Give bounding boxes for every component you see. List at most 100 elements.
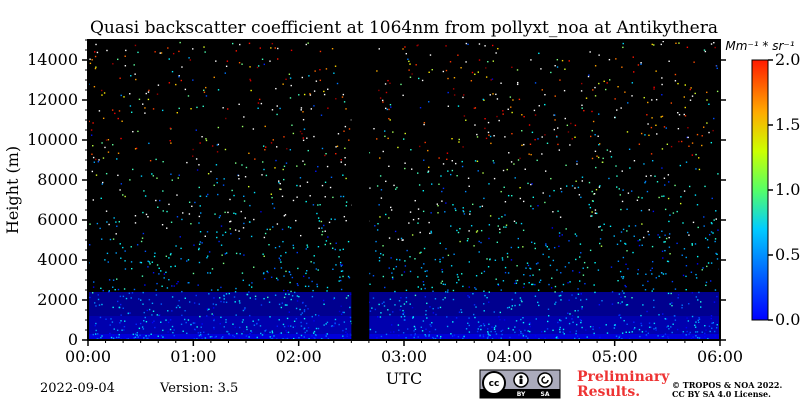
speckle-point [529, 143, 532, 145]
speckle-point [390, 257, 392, 259]
speckle-point [376, 185, 379, 187]
speckle-point [697, 319, 699, 322]
speckle-point [588, 74, 590, 76]
speckle-point [331, 48, 334, 50]
speckle-point [706, 239, 709, 241]
speckle-point [317, 314, 320, 317]
speckle-point [268, 244, 270, 246]
speckle-point [194, 201, 196, 204]
speckle-point [196, 326, 198, 328]
speckle-point [124, 65, 127, 67]
speckle-point [376, 138, 378, 140]
speckle-point [330, 176, 333, 178]
speckle-point [168, 58, 170, 60]
speckle-point [511, 111, 513, 114]
speckle-point [593, 193, 596, 195]
speckle-point [226, 60, 229, 62]
speckle-point [203, 91, 206, 93]
speckle-point [715, 65, 718, 67]
speckle-point [520, 330, 522, 333]
speckle-point [147, 216, 149, 218]
speckle-point [517, 246, 520, 249]
speckle-point [296, 332, 298, 334]
speckle-point [345, 328, 347, 330]
speckle-point [717, 229, 719, 231]
speckle-point [616, 243, 619, 246]
speckle-point [236, 332, 238, 335]
speckle-point [97, 161, 100, 163]
speckle-point [192, 48, 194, 50]
speckle-point [514, 326, 516, 328]
speckle-point [455, 209, 457, 212]
speckle-point [216, 231, 218, 233]
speckle-point [496, 241, 499, 244]
cc-license-badge[interactable]: cc BY SA [479, 369, 561, 399]
speckle-point [242, 309, 245, 312]
speckle-point [661, 94, 663, 96]
speckle-point [286, 337, 289, 340]
speckle-point [388, 165, 390, 167]
speckle-point [97, 298, 100, 301]
speckle-point [124, 336, 126, 338]
speckle-point [182, 330, 184, 332]
speckle-point [241, 63, 243, 65]
speckle-point [270, 142, 273, 144]
speckle-point [714, 238, 717, 240]
speckle-point [233, 194, 235, 197]
speckle-point [694, 194, 697, 196]
speckle-point [410, 334, 412, 336]
speckle-point [215, 164, 218, 166]
speckle-point [506, 307, 509, 309]
speckle-point [384, 83, 387, 85]
speckle-point [243, 116, 245, 118]
speckle-point [177, 177, 179, 179]
speckle-point [524, 329, 526, 332]
speckle-point [215, 60, 217, 62]
speckle-point [510, 246, 513, 249]
speckle-point [105, 318, 107, 320]
speckle-point [192, 79, 194, 81]
speckle-point [198, 261, 201, 264]
speckle-point [378, 303, 380, 306]
speckle-point [199, 334, 202, 336]
speckle-point [500, 289, 502, 291]
speckle-point [274, 267, 276, 270]
speckle-point [303, 310, 306, 313]
speckle-point [402, 313, 405, 315]
speckle-point [549, 195, 551, 197]
speckle-point [333, 297, 336, 299]
speckle-point [155, 294, 158, 296]
speckle-point [589, 206, 592, 209]
speckle-point [115, 252, 117, 254]
speckle-point [574, 136, 576, 138]
speckle-point [420, 267, 423, 269]
speckle-point [311, 315, 313, 318]
speckle-point [645, 334, 648, 336]
speckle-point [142, 303, 144, 305]
speckle-point [267, 296, 269, 299]
speckle-point [388, 237, 391, 239]
speckle-point [308, 75, 310, 77]
speckle-point [338, 280, 340, 282]
speckle-point [349, 333, 352, 335]
speckle-point [409, 76, 412, 78]
speckle-point [660, 116, 662, 118]
speckle-point [715, 218, 717, 220]
speckle-point [704, 185, 706, 188]
y-tick-label: 14000 [27, 50, 78, 69]
speckle-point [682, 222, 684, 224]
speckle-point [238, 230, 240, 232]
speckle-point [253, 191, 256, 194]
speckle-point [477, 170, 479, 172]
speckle-point [669, 214, 671, 216]
speckle-point [417, 286, 420, 288]
speckle-point [388, 108, 390, 111]
speckle-point [470, 80, 473, 82]
speckle-point [462, 207, 464, 209]
speckle-point [494, 325, 497, 327]
speckle-point [450, 265, 453, 267]
speckle-point [203, 331, 205, 334]
speckle-point [262, 145, 265, 147]
speckle-point [597, 135, 599, 137]
speckle-point [232, 334, 234, 337]
